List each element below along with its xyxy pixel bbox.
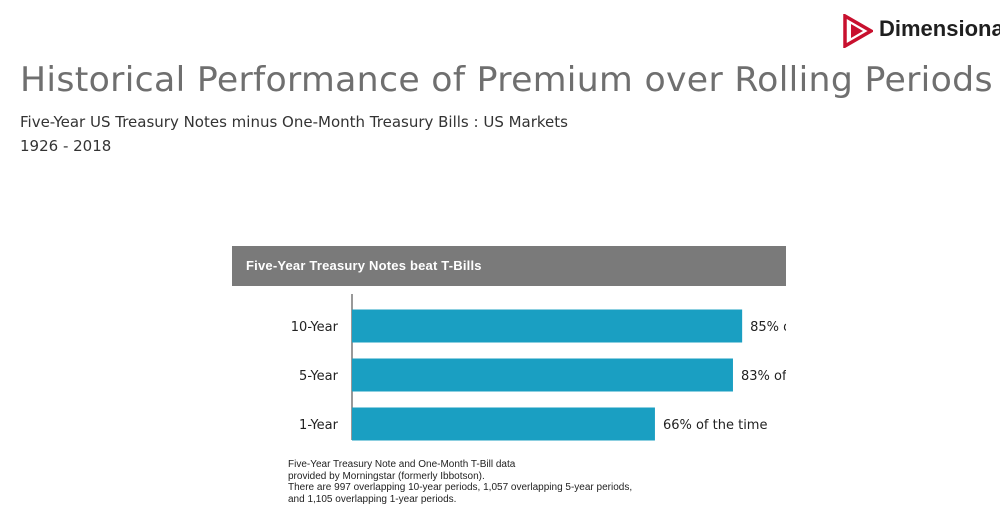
category-label: 5-Year bbox=[299, 369, 339, 384]
footnote-line: provided by Morningstar (formerly Ibbots… bbox=[288, 470, 485, 482]
footnote-line: There are 997 overlapping 10-year period… bbox=[288, 482, 633, 493]
category-label: 10-Year bbox=[291, 320, 339, 335]
dimensional-logo-icon bbox=[843, 14, 873, 48]
category-label: 1-Year bbox=[299, 418, 339, 433]
data-label: 83% of the time bbox=[741, 369, 786, 384]
chart-header-bar: Five-Year Treasury Notes beat T-Bills bbox=[232, 246, 786, 286]
bar bbox=[352, 358, 733, 392]
footnote-line: Five-Year Treasury Note and One-Month T-… bbox=[288, 459, 516, 470]
page-title: Historical Performance of Premium over R… bbox=[20, 60, 993, 100]
page-subtitle: Five-Year US Treasury Notes minus One-Mo… bbox=[20, 113, 568, 131]
footnote: Five-Year Treasury Note and One-Month T-… bbox=[288, 459, 708, 505]
dimensional-logo: Dimensional bbox=[843, 12, 1000, 52]
date-range: 1926 - 2018 bbox=[20, 137, 112, 155]
footnote-line: and 1,105 overlapping 1-year periods. bbox=[288, 493, 457, 505]
brand-name: Dimensional bbox=[879, 16, 1000, 41]
chart-title: Five-Year Treasury Notes beat T-Bills bbox=[246, 258, 482, 273]
bar bbox=[352, 407, 655, 441]
data-label: 66% of the time bbox=[663, 418, 768, 433]
bar bbox=[352, 309, 743, 343]
bar-chart: 10-Year 85% of the time 5-Year 83% of the t… bbox=[291, 294, 786, 441]
data-label: 85% of the time bbox=[750, 320, 786, 335]
